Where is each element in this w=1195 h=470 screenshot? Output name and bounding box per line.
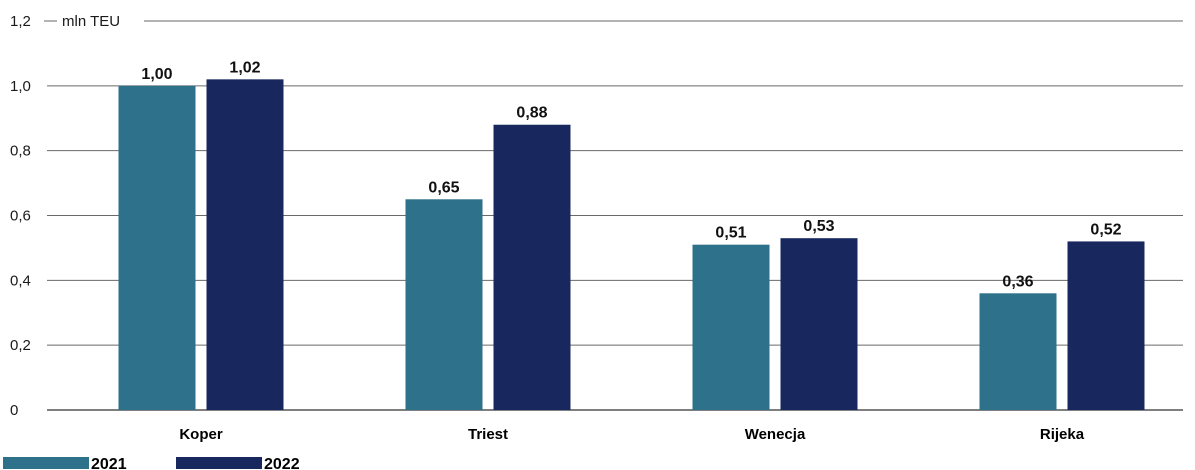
x-category-label: Koper bbox=[179, 426, 223, 443]
data-label: 0,52 bbox=[1090, 221, 1121, 238]
data-label: 0,51 bbox=[715, 225, 746, 242]
data-label: 0,65 bbox=[428, 179, 459, 196]
legend-label: 2021 bbox=[91, 456, 127, 470]
legend-swatch-2021 bbox=[3, 457, 89, 469]
bar-2022-wenecja bbox=[780, 238, 858, 410]
y-tick-label: 0,8 bbox=[10, 143, 31, 160]
x-category-label: Rijeka bbox=[1040, 426, 1085, 443]
bar-2021-rijeka bbox=[979, 293, 1057, 410]
legend: 2021 2022 bbox=[3, 456, 300, 470]
data-label: 0,36 bbox=[1002, 273, 1033, 290]
data-label: 0,53 bbox=[803, 218, 834, 235]
bar-2022-triest bbox=[493, 124, 571, 410]
data-labels: 1,00 1,02 0,65 0,88 0,51 0,53 0,36 0,52 bbox=[141, 59, 1121, 290]
bars bbox=[118, 79, 1145, 410]
y-tick-label: 0 bbox=[10, 402, 18, 419]
data-label: 1,00 bbox=[141, 66, 172, 83]
legend-swatch-2022 bbox=[176, 457, 262, 469]
bar-2022-koper bbox=[206, 79, 284, 410]
bar-2022-rijeka bbox=[1067, 241, 1145, 410]
bar-2021-wenecja bbox=[692, 244, 770, 410]
bar-2021-koper bbox=[118, 85, 196, 410]
legend-label: 2022 bbox=[264, 456, 300, 470]
x-category-label: Wenecja bbox=[745, 426, 806, 443]
bar-2021-triest bbox=[405, 199, 483, 410]
y-axis-ticks: 0 0,2 0,4 0,6 0,8 1,0 1,2 bbox=[10, 13, 31, 419]
data-label: 0,88 bbox=[516, 105, 547, 122]
y-tick-label: 1,0 bbox=[10, 78, 31, 95]
y-tick-label: 0,6 bbox=[10, 208, 31, 225]
y-tick-label: 0,4 bbox=[10, 272, 31, 289]
x-axis-categories: Koper Triest Wenecja Rijeka bbox=[179, 426, 1084, 443]
y-axis-unit-label: mln TEU bbox=[62, 13, 120, 30]
data-label: 1,02 bbox=[229, 59, 260, 76]
x-category-label: Triest bbox=[468, 426, 508, 443]
y-tick-label: 0,2 bbox=[10, 337, 31, 354]
y-tick-label: 1,2 bbox=[10, 13, 31, 30]
